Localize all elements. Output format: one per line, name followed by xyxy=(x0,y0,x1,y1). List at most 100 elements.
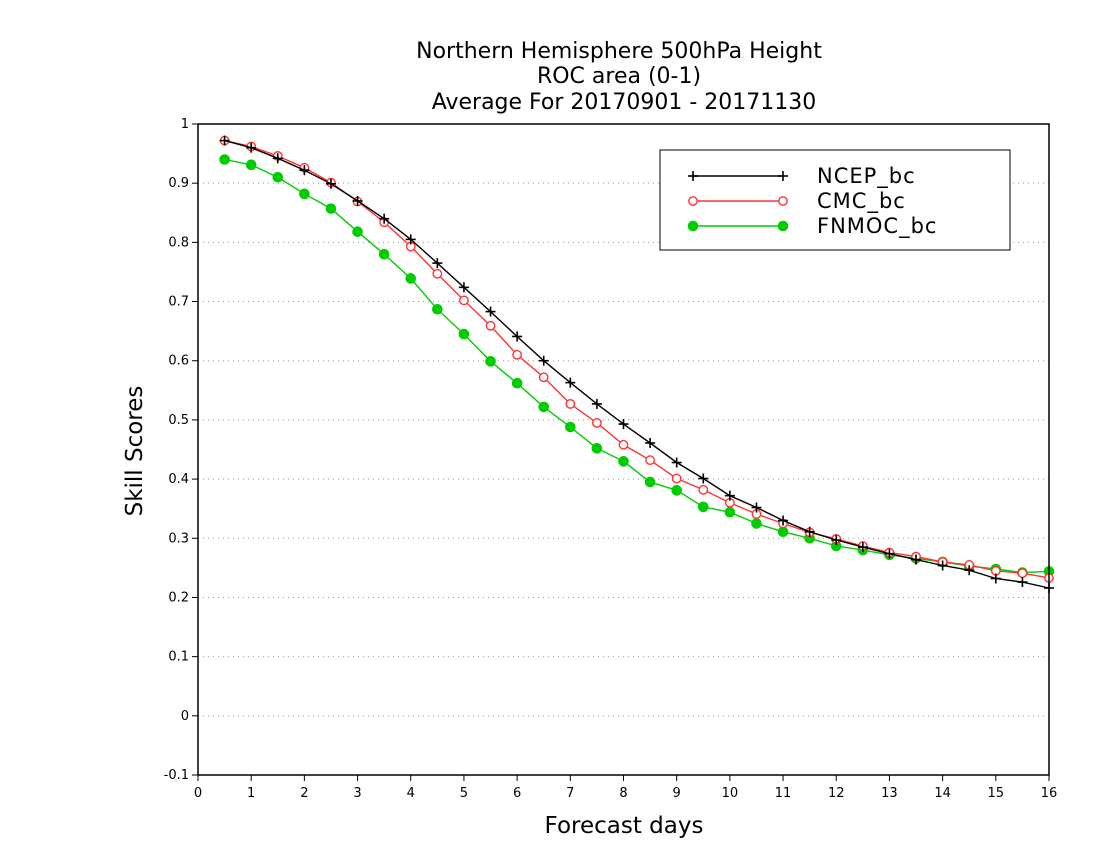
data-point-fnmoc-bc xyxy=(697,501,709,513)
legend-entry-cmc-bc: CMC_bc xyxy=(688,189,905,214)
legend-marker-cmc-bc xyxy=(778,196,788,206)
data-point-ncep-bc xyxy=(751,502,762,513)
tick-labels: -0.100.10.20.30.40.50.60.70.80.910 1 2 3 4 5 6… xyxy=(164,117,1058,801)
x-tick-label: 6 xyxy=(513,786,521,801)
data-point-ncep-bc xyxy=(778,515,789,526)
data-point-cmc-bc xyxy=(1017,568,1028,579)
y-tick-label: 0.6 xyxy=(168,354,189,369)
x-tick-label: 10 xyxy=(722,786,739,801)
data-point-ncep-bc xyxy=(937,560,948,571)
legend-marker-ncep-bc xyxy=(688,171,698,181)
y-tick-label: 0 xyxy=(181,709,189,724)
data-point-fnmoc-bc xyxy=(299,188,310,200)
data-series xyxy=(219,135,1055,593)
data-point-ncep-bc xyxy=(458,282,469,293)
x-tick-label: 15 xyxy=(988,786,1005,801)
data-point-ncep-bc xyxy=(831,535,842,546)
data-point-fnmoc-bc xyxy=(671,485,682,496)
data-point-ncep-bc xyxy=(325,178,336,189)
legend-marker-cmc-bc xyxy=(688,196,698,206)
data-point-ncep-bc xyxy=(724,490,735,501)
data-point-cmc-bc xyxy=(645,455,655,466)
data-point-ncep-bc xyxy=(246,142,257,153)
legend-entry-fnmoc-bc: FNMOC_bc xyxy=(687,214,937,239)
y-tick-label: 0.5 xyxy=(168,413,189,428)
x-tick-label: 16 xyxy=(1041,786,1058,801)
data-point-ncep-bc xyxy=(884,548,895,559)
data-point-fnmoc-bc xyxy=(245,159,257,171)
data-point-cmc-bc xyxy=(485,320,496,331)
data-point-ncep-bc xyxy=(512,331,523,342)
data-point-fnmoc-bc xyxy=(352,226,363,238)
data-point-ncep-bc xyxy=(990,573,1001,584)
data-point-fnmoc-bc xyxy=(751,518,762,529)
x-tick-label: 11 xyxy=(775,786,792,801)
x-tick-label: 3 xyxy=(353,786,361,801)
data-point-cmc-bc xyxy=(432,268,443,279)
x-tick-label: 0 xyxy=(194,786,202,801)
x-tick-label: 12 xyxy=(828,786,845,801)
legend-entry-ncep-bc: NCEP_bc xyxy=(688,164,916,189)
y-axis-label: Skill Scores xyxy=(122,386,148,517)
data-point-ncep-bc xyxy=(352,195,363,206)
data-point-ncep-bc xyxy=(565,377,576,388)
data-point-fnmoc-bc xyxy=(777,526,789,538)
y-tick-label: 0.2 xyxy=(168,590,189,605)
x-tick-label: 8 xyxy=(619,786,627,801)
data-point-ncep-bc xyxy=(698,473,709,484)
data-point-ncep-bc xyxy=(911,554,922,565)
x-tick-label: 2 xyxy=(300,786,308,801)
x-tick-label: 1 xyxy=(247,786,255,801)
x-tick-label: 5 xyxy=(460,786,468,801)
data-point-fnmoc-bc xyxy=(272,171,284,183)
plot-frame xyxy=(197,123,1050,776)
data-point-fnmoc-bc xyxy=(405,273,417,284)
data-point-ncep-bc xyxy=(379,213,390,224)
data-point-fnmoc-bc xyxy=(565,421,576,433)
data-point-cmc-bc xyxy=(459,295,469,306)
data-point-ncep-bc xyxy=(964,565,975,576)
data-point-fnmoc-bc xyxy=(458,328,470,340)
data-point-ncep-bc xyxy=(485,306,496,317)
y-tick-label: 0.8 xyxy=(168,235,189,250)
data-point-cmc-bc xyxy=(698,484,709,495)
data-point-cmc-bc xyxy=(671,473,682,484)
y-tick-label: 1 xyxy=(181,117,189,132)
data-point-ncep-bc xyxy=(219,135,230,146)
x-tick-label: 4 xyxy=(407,786,415,801)
x-tick-label: 7 xyxy=(566,786,574,801)
data-point-fnmoc-bc xyxy=(432,303,443,315)
y-tick-label: 0.9 xyxy=(168,176,189,191)
data-point-ncep-bc xyxy=(804,526,815,537)
y-tick-label: 0.3 xyxy=(168,531,189,546)
data-point-fnmoc-bc xyxy=(511,377,523,389)
data-point-fnmoc-bc xyxy=(325,203,337,214)
data-point-ncep-bc xyxy=(538,355,549,366)
chart-title-line-2: ROC area (0-1) xyxy=(537,64,701,89)
data-point-fnmoc-bc xyxy=(644,476,656,488)
y-tick-label: -0.1 xyxy=(164,768,189,783)
series-line-ncep-bc xyxy=(224,139,1050,589)
chart-title-line-1: Northern Hemisphere 500hPa Height xyxy=(416,39,822,64)
x-axis-label: Forecast days xyxy=(545,813,704,839)
legend-marker-ncep-bc xyxy=(778,171,788,181)
legend-label-fnmoc-bc: FNMOC_bc xyxy=(817,214,937,239)
y-tick-label: 0.1 xyxy=(168,650,189,665)
y-tick-label: 0.4 xyxy=(168,472,189,487)
data-point-cmc-bc xyxy=(618,439,629,450)
data-point-fnmoc-bc xyxy=(591,443,603,454)
data-point-ncep-bc xyxy=(671,457,682,468)
data-point-ncep-bc xyxy=(432,258,443,269)
data-point-ncep-bc xyxy=(591,398,602,409)
data-point-cmc-bc xyxy=(592,417,602,428)
legend-label-ncep-bc: NCEP_bc xyxy=(817,164,916,189)
data-point-fnmoc-bc xyxy=(618,456,629,467)
data-point-ncep-bc xyxy=(272,153,283,164)
legend-marker-fnmoc-bc xyxy=(687,220,699,232)
data-point-ncep-bc xyxy=(645,437,656,448)
data-point-ncep-bc xyxy=(857,542,868,553)
data-point-fnmoc-bc xyxy=(219,154,230,165)
data-point-fnmoc-bc xyxy=(485,356,496,367)
